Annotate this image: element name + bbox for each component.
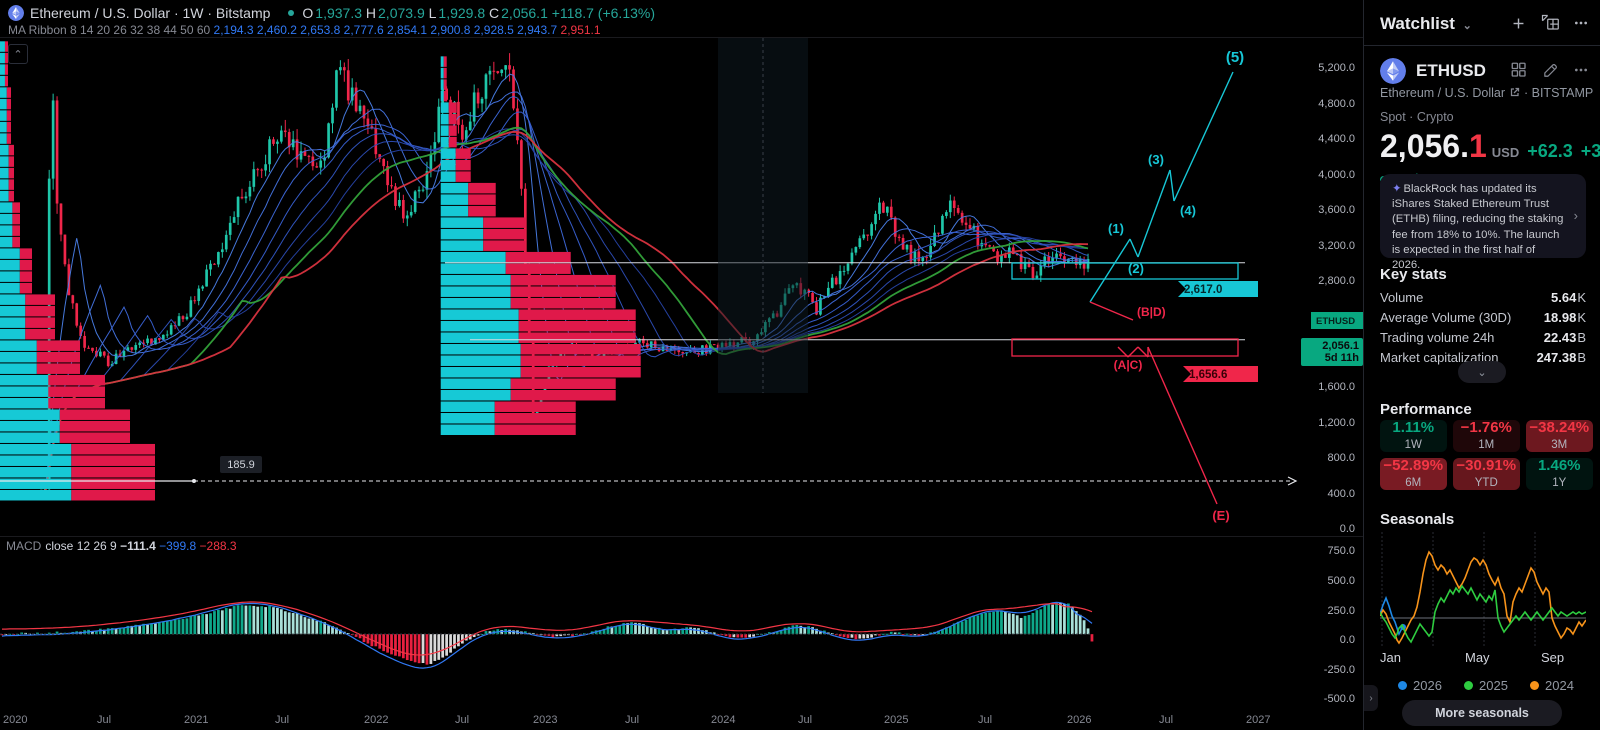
svg-text:(1): (1) <box>1108 221 1124 236</box>
svg-text:(5): (5) <box>1226 49 1244 66</box>
svg-text:1,656.6: 1,656.6 <box>1189 369 1227 381</box>
svg-text:2,617.0: 2,617.0 <box>1184 284 1222 296</box>
svg-text:(A|C): (A|C) <box>1114 358 1143 372</box>
svg-text:(E): (E) <box>1212 508 1229 523</box>
svg-text:(3): (3) <box>1148 152 1164 167</box>
svg-text:185.9: 185.9 <box>227 459 255 471</box>
svg-text:(4): (4) <box>1180 203 1196 218</box>
svg-text:(2): (2) <box>1128 261 1144 276</box>
svg-text:(B|D): (B|D) <box>1137 305 1166 319</box>
svg-text:ETHUSD: ETHUSD <box>1316 316 1355 327</box>
